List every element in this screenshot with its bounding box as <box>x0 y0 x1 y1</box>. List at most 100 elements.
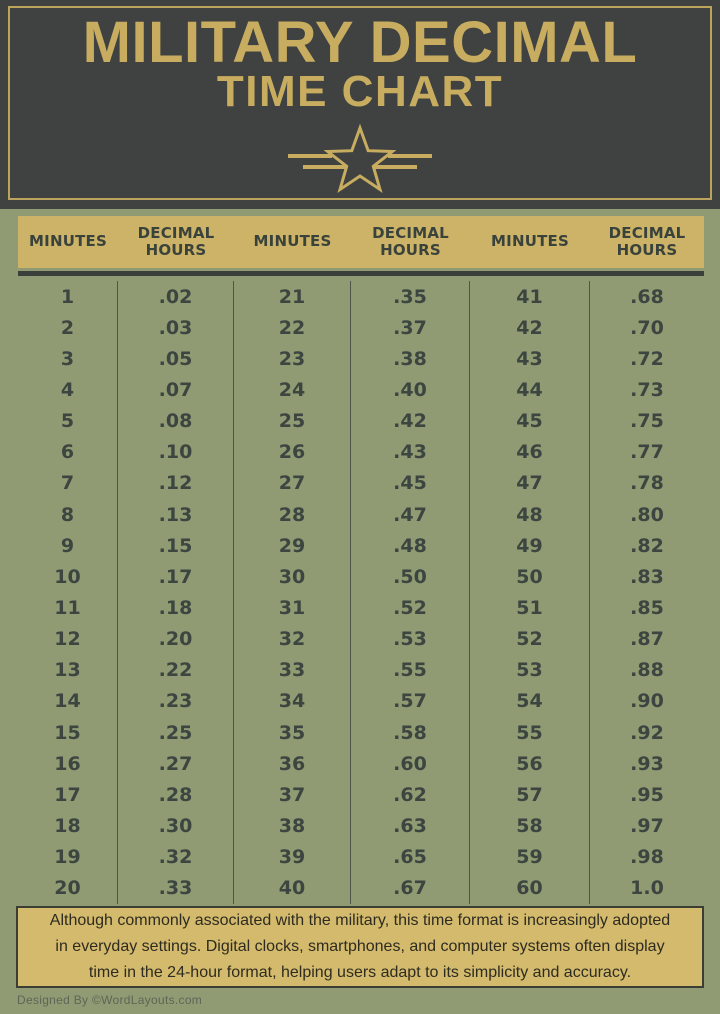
decimal-hours-cell: .05 <box>118 343 234 375</box>
decimal-hours-cell: .62 <box>351 779 470 811</box>
decimal-hours-cell: .03 <box>118 312 234 344</box>
decimal-hours-cell: .63 <box>351 810 470 842</box>
minutes-cell: 7 <box>18 467 118 499</box>
minutes-cell: 49 <box>470 530 590 562</box>
minutes-cell: 58 <box>470 810 590 842</box>
decimal-hours-cell: .72 <box>630 347 664 370</box>
minutes-cell: 57 <box>470 779 590 811</box>
minutes-cell: 26 <box>234 436 351 468</box>
decimal-hours-cell: .88 <box>630 659 664 682</box>
decimal-hours-cell: .47 <box>351 498 470 531</box>
decimal-hours-cell: .87 <box>630 628 664 651</box>
decimal-hours-cell: .80 <box>630 503 664 526</box>
minutes-cell: 28 <box>234 498 351 531</box>
header-banner: MILITARY DECIMAL TIME CHART <box>0 0 720 209</box>
minutes-cell: 14 <box>18 685 118 717</box>
column-header-decimal-hours: DECIMAL HOURS <box>372 223 449 259</box>
minutes-cell: 35 <box>234 716 351 749</box>
minutes-cell: 55 <box>470 716 590 749</box>
decimal-hours-cell: .92 <box>630 721 664 744</box>
decimal-hours-cell: .17 <box>118 561 234 593</box>
note-text-line: Although commonly associated with the mi… <box>49 912 671 929</box>
decimal-hours-cell: .68 <box>630 285 664 308</box>
decimal-hours-cell: .13 <box>118 498 234 531</box>
minutes-cell: 36 <box>234 748 351 780</box>
minutes-cell: 23 <box>234 343 351 375</box>
decimal-hours-cell: .25 <box>118 716 234 749</box>
military-star-emblem-icon <box>288 123 432 194</box>
minutes-cell: 42 <box>470 312 590 344</box>
decimal-hours-cell: .45 <box>351 467 470 499</box>
decimal-hours-cell: .57 <box>351 685 470 717</box>
minutes-cell: 18 <box>18 810 118 842</box>
decimal-hours-cell: .97 <box>630 814 664 837</box>
decimal-hours-cell: .28 <box>118 779 234 811</box>
decimal-hours-cell: .82 <box>630 534 664 557</box>
minutes-cell: 1 <box>18 281 118 313</box>
minutes-cell: 24 <box>234 374 351 406</box>
note-text-line: in everyday settings. Digital clocks, sm… <box>55 938 665 955</box>
decimal-hours-cell: .83 <box>630 565 664 588</box>
minutes-cell: 33 <box>234 654 351 686</box>
minutes-cell: 54 <box>470 685 590 717</box>
credit-text: Designed By ©WordLayouts.com <box>17 993 203 1007</box>
minutes-cell: 17 <box>18 779 118 811</box>
decimal-hours-cell: .93 <box>630 752 664 775</box>
note-text-line: time in the 24-hour format, helping user… <box>88 964 632 981</box>
minutes-cell: 60 <box>470 872 590 904</box>
minutes-cell: 45 <box>470 405 590 437</box>
decimal-hours-cell: .15 <box>118 530 234 562</box>
decimal-hours-cell: .38 <box>351 343 470 375</box>
page-subtitle: TIME CHART <box>216 67 504 116</box>
decimal-hours-cell: .10 <box>118 436 234 468</box>
column-header-minutes: MINUTES <box>29 232 107 251</box>
minutes-cell: 10 <box>18 561 118 593</box>
minutes-cell: 13 <box>18 654 118 686</box>
decimal-hours-cell: .40 <box>351 374 470 406</box>
decimal-hours-cell: .98 <box>630 846 664 869</box>
minutes-cell: 11 <box>18 592 118 624</box>
minutes-cell: 38 <box>234 810 351 842</box>
decimal-hours-cell: .20 <box>118 623 234 655</box>
decimal-hours-cell: .35 <box>351 281 470 313</box>
decimal-hours-cell: .90 <box>630 690 664 713</box>
table-header-rule <box>18 271 704 276</box>
minutes-cell: 16 <box>18 748 118 780</box>
minutes-cell: 9 <box>18 530 118 562</box>
minutes-cell: 5 <box>18 405 118 437</box>
decimal-hours-cell: .77 <box>630 441 664 464</box>
decimal-hours-cell: .07 <box>118 374 234 406</box>
minutes-cell: 50 <box>470 561 590 593</box>
decimal-hours-cell: .18 <box>118 592 234 624</box>
decimal-hours-cell: .37 <box>351 312 470 344</box>
minutes-cell: 4 <box>18 374 118 406</box>
decimal-hours-cell: .52 <box>351 592 470 624</box>
decimal-hours-cell: .02 <box>118 281 234 313</box>
minutes-cell: 3 <box>18 343 118 375</box>
decimal-hours-cell: .58 <box>351 716 470 749</box>
minutes-cell: 59 <box>470 841 590 873</box>
column-header-minutes: MINUTES <box>491 232 569 251</box>
minutes-cell: 44 <box>470 374 590 406</box>
minutes-cell: 27 <box>234 467 351 499</box>
minutes-cell: 43 <box>470 343 590 375</box>
minutes-cell: 47 <box>470 467 590 499</box>
minutes-cell: 25 <box>234 405 351 437</box>
minutes-cell: 34 <box>234 685 351 717</box>
minutes-cell: 52 <box>470 623 590 655</box>
minutes-cell: 53 <box>470 654 590 686</box>
decimal-hours-cell: .53 <box>351 623 470 655</box>
note-box: Although commonly associated with the mi… <box>16 906 704 988</box>
minutes-cell: 48 <box>470 498 590 531</box>
page-title: MILITARY DECIMAL <box>82 10 638 75</box>
decimal-hours-cell: .67 <box>351 872 470 904</box>
column-header-decimal-hours: DECIMAL HOURS <box>608 223 686 259</box>
minutes-cell: 56 <box>470 748 590 780</box>
decimal-hours-cell: .78 <box>630 472 664 495</box>
minutes-cell: 39 <box>234 841 351 873</box>
minutes-cell: 20 <box>18 872 118 904</box>
conversion-table: 1.02 21.35 41 .68 2.03 22.37 42 .70 3.05 23.38 43.… <box>18 281 704 904</box>
decimal-hours-cell: .50 <box>351 561 470 593</box>
decimal-hours-cell: .08 <box>118 405 234 437</box>
